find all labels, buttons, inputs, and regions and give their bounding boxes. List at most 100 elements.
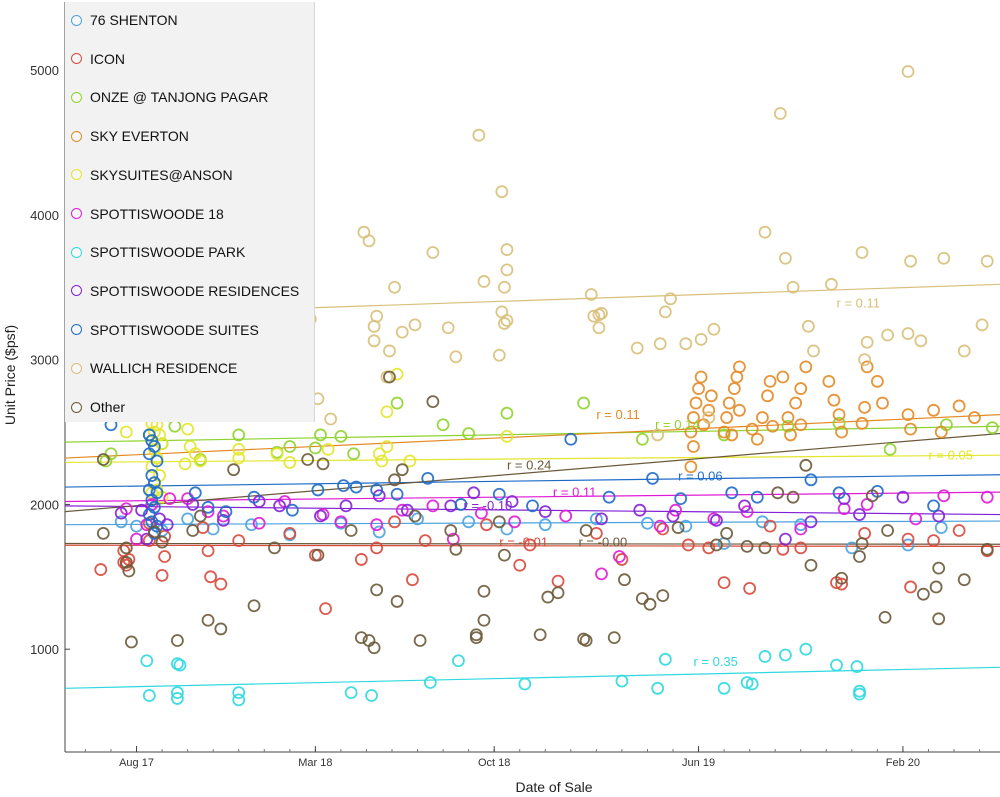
data-point: [216, 513, 230, 527]
data-point: [301, 453, 315, 466]
data-point: [835, 577, 849, 591]
legend-item: SPOTTISWOODE PARK: [71, 242, 245, 262]
data-point: [633, 503, 647, 517]
data-point: [901, 65, 915, 78]
data-point: [283, 440, 297, 453]
legend-label: SKYSUITES@ANSON: [90, 166, 233, 183]
data-point: [408, 509, 422, 523]
correlation-label: r = 0.14: [655, 417, 699, 432]
data-point: [904, 580, 917, 594]
data-point: [508, 515, 522, 529]
data-point: [824, 277, 838, 291]
data-point: [370, 309, 384, 323]
data-point: [454, 498, 468, 511]
data-point: [876, 396, 889, 410]
data-point: [761, 389, 774, 403]
data-point: [589, 512, 603, 526]
legend-marker: [71, 169, 82, 181]
data-point: [370, 541, 384, 555]
data-point: [232, 442, 246, 456]
data-point: [835, 425, 849, 439]
data-point: [500, 243, 514, 256]
data-point: [671, 521, 685, 534]
data-point: [171, 692, 184, 705]
data-point: [850, 660, 864, 673]
trend-line: [64, 542, 1000, 545]
data-point: [878, 610, 892, 624]
legend-item: ONZE @ TANJONG PAGAR: [71, 87, 268, 107]
data-points: [94, 65, 999, 707]
data-point: [653, 519, 667, 533]
data-point: [119, 555, 133, 569]
data-point: [679, 519, 693, 533]
data-point: [740, 505, 754, 519]
data-point: [784, 428, 797, 442]
data-point: [96, 526, 110, 540]
data-point: [403, 454, 417, 468]
data-point: [283, 526, 297, 540]
data-point: [462, 427, 476, 440]
data-point: [171, 686, 184, 700]
data-point: [372, 489, 386, 503]
trend-line: [64, 666, 1000, 689]
data-point: [367, 334, 381, 348]
data-point: [500, 429, 514, 443]
data-point: [370, 518, 384, 532]
y-tick-label: 4000: [30, 208, 59, 223]
data-point: [145, 469, 159, 482]
data-point: [853, 684, 866, 698]
data-point: [577, 396, 590, 410]
data-point: [316, 457, 330, 471]
data-point: [607, 631, 621, 645]
data-point: [615, 553, 629, 566]
data-point: [763, 519, 777, 533]
data-point: [980, 254, 994, 268]
data-point: [383, 344, 396, 358]
data-point: [449, 350, 463, 364]
data-point: [362, 234, 376, 248]
data-point: [311, 483, 325, 497]
data-point: [794, 541, 808, 555]
legend-label: WALLICH RESIDENCE: [90, 360, 238, 377]
data-point: [870, 374, 884, 388]
data-point: [827, 393, 841, 407]
data-point: [247, 490, 261, 504]
x-tick-label: Jun 19: [682, 757, 715, 769]
data-point: [538, 518, 552, 532]
data-point: [687, 440, 700, 453]
data-point: [142, 689, 156, 702]
data-point: [853, 550, 866, 563]
data-point: [390, 487, 404, 501]
data-point: [651, 428, 665, 442]
data-point: [666, 509, 680, 523]
data-point: [186, 498, 200, 511]
data-point: [733, 403, 746, 417]
data-point: [781, 419, 795, 433]
data-point: [694, 370, 708, 384]
data-point: [802, 319, 815, 333]
data-point: [480, 518, 493, 532]
data-point: [725, 428, 739, 442]
data-point: [523, 538, 537, 552]
data-point: [980, 490, 994, 504]
data-point: [413, 634, 427, 647]
data-point: [538, 505, 552, 519]
correlation-label: r = 0.05: [928, 448, 972, 463]
legend: 76 SHENTON ICON ONZE @ TANJONG PAGAR SKY EV…: [65, 2, 315, 422]
data-point: [707, 322, 721, 336]
data-point: [932, 612, 946, 626]
data-point: [904, 422, 917, 436]
legend-item: WALLICH RESIDENCE: [71, 358, 237, 378]
legend-marker: [71, 246, 82, 258]
data-point: [492, 515, 506, 529]
data-point: [500, 522, 514, 536]
data-point: [865, 489, 879, 503]
data-point: [114, 515, 128, 529]
data-point: [500, 314, 514, 327]
data-point: [957, 344, 971, 358]
data-point: [252, 516, 266, 530]
data-point: [426, 499, 440, 513]
data-point: [181, 422, 195, 436]
data-point: [311, 548, 325, 562]
legend-marker: [71, 14, 82, 26]
